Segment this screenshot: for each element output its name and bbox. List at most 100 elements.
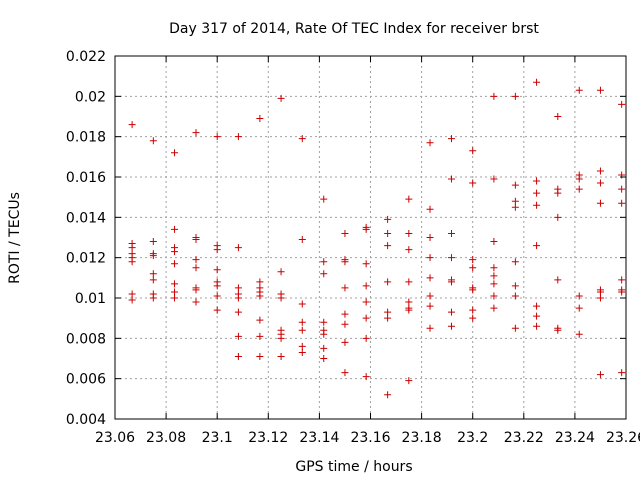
data-point [575,86,583,94]
data-point [384,314,392,322]
data-point [426,205,434,213]
data-point [320,355,328,362]
data-point [341,369,349,377]
data-point [192,236,200,244]
x-tick-label: 23.14 [299,430,339,446]
data-point [234,352,242,360]
data-point [320,258,328,266]
data-point [447,229,455,237]
y-tick-labels: 0.004 0.006 0.008 0.01 0.012 0.014 0.016 0.018 0… [66,49,106,428]
data-point [149,270,157,278]
data-point [298,236,306,244]
data-point [575,304,583,312]
data-point [234,332,242,340]
data-point [384,215,392,223]
data-point [256,352,264,360]
data-point [320,344,328,352]
data-point [511,258,519,266]
x-tick-label: 23.06 [95,430,135,446]
data-point [447,254,455,262]
data-point [426,254,434,262]
data-point [618,185,626,193]
data-point [149,238,157,246]
data-point [511,203,519,211]
data-point [341,284,349,292]
data-point [213,292,221,300]
x-tick-label: 23.2 [457,430,488,446]
data-point [256,115,264,123]
data-point [298,342,306,350]
data-point [405,278,413,286]
data-point [341,310,349,318]
data-point [533,312,541,320]
data-point [128,244,136,252]
data-point [447,135,455,143]
data-point [469,286,477,294]
data-point [533,302,541,310]
data-point [596,86,604,94]
data-point [234,294,242,302]
data-point [192,264,200,272]
data-point [277,352,285,360]
data-point [341,229,349,237]
data-point [618,369,626,377]
data-point [149,294,157,302]
data-point [384,278,392,286]
data-point [320,318,328,326]
grid-lines [115,56,626,419]
data-point [511,197,519,205]
data-point [277,334,285,342]
data-point [149,137,157,145]
data-point [447,278,455,286]
data-point [171,248,179,256]
data-point [575,330,583,338]
data-point [405,306,413,314]
data-point [341,338,349,346]
data-point [320,270,328,278]
data-point [362,282,370,290]
data-point [256,332,264,340]
data-point [234,133,242,141]
data-point [447,175,455,183]
data-point [384,229,392,237]
data-point [575,185,583,193]
data-point [213,246,221,254]
data-point [511,181,519,189]
data-point [447,308,455,316]
data-point [490,272,498,280]
data-point [618,199,626,207]
data-point [362,373,370,381]
data-point [298,318,306,326]
data-point [277,294,285,302]
data-point [426,302,434,310]
data-point [554,189,562,197]
data-point [426,274,434,282]
data-point [554,326,562,334]
data-point [362,298,370,306]
data-point [128,258,136,266]
x-tick-label: 23.08 [146,430,186,446]
data-point [405,246,413,254]
data-point [511,324,519,332]
data-point [533,201,541,209]
data-point [256,316,264,324]
y-tick-label: 0.016 [66,170,106,186]
data-point [171,288,179,296]
data-point [362,314,370,322]
data-point [554,213,562,221]
data-point [511,282,519,290]
data-point [256,292,264,300]
y-axis-label: ROTI / TECUs [7,192,23,284]
data-point [298,348,306,356]
data-points [128,78,626,399]
axis-ticks [114,55,627,420]
data-point [171,260,179,268]
data-point [405,377,413,385]
data-point [192,129,200,137]
data-point [213,133,221,141]
data-point [149,252,157,260]
x-tick-label: 23.16 [350,430,390,446]
data-point [384,242,392,250]
data-point [469,179,477,187]
